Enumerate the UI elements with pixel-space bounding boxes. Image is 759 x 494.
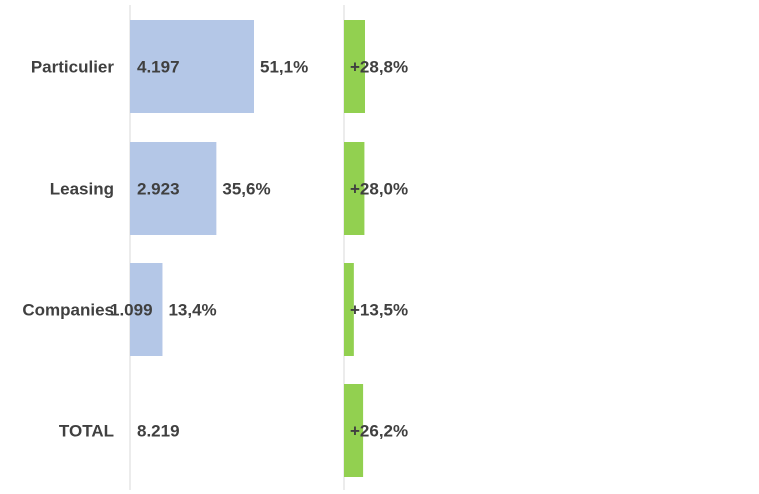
volume-bar [130, 20, 254, 113]
volume-value-label: 1.099 [110, 301, 153, 320]
category-label: TOTAL [59, 422, 114, 441]
category-label: Companies [22, 301, 114, 320]
growth-value-label: +26,2% [350, 422, 408, 441]
growth-value-label: +28,0% [350, 180, 408, 199]
growth-value-label: +28,8% [350, 58, 408, 77]
category-label: Particulier [31, 58, 115, 77]
share-label: 13,4% [168, 301, 216, 320]
volume-bar [130, 142, 217, 235]
share-label: 51,1% [260, 58, 308, 77]
volume-value-label: 2.923 [137, 180, 180, 199]
volume-value-label: 8.219 [137, 422, 180, 441]
growth-value-label: +13,5% [350, 301, 408, 320]
share-label: 35,6% [222, 180, 270, 199]
growth-bar [344, 384, 364, 477]
growth-bar [344, 20, 365, 113]
volume-bar [130, 263, 163, 356]
category-label: Leasing [50, 180, 114, 199]
growth-bar [344, 263, 354, 356]
volume-value-label: 4.197 [137, 58, 180, 77]
growth-bar [344, 142, 365, 235]
